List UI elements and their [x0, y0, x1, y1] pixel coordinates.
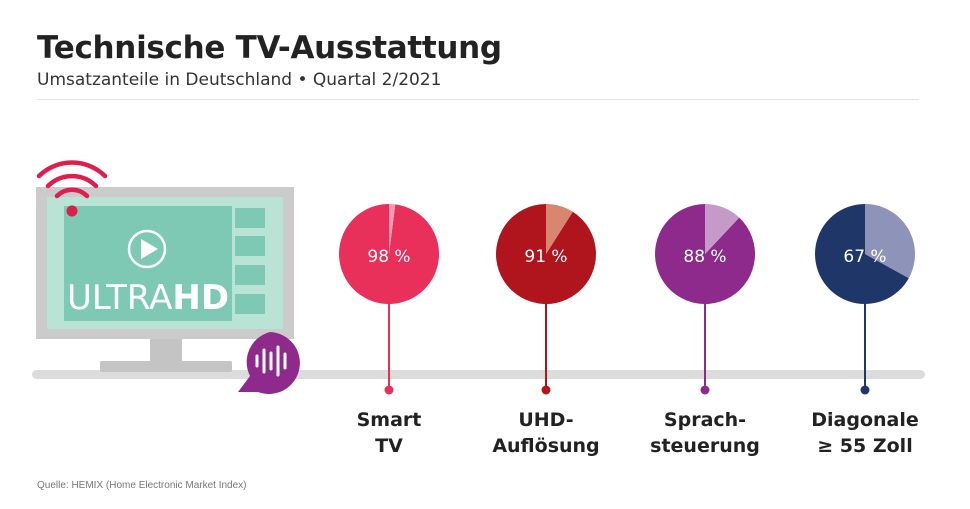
pie-slice-value [814, 204, 909, 304]
pie-stem-dot [700, 385, 710, 395]
pie-stem-dot [384, 385, 394, 395]
chart-subtitle: Umsatzanteile in Deutschland • Quartal 2… [37, 70, 442, 90]
voice-bubble-icon [238, 332, 300, 394]
divider [37, 99, 919, 100]
pie-stem-dot [541, 385, 551, 395]
wifi-icon [36, 160, 108, 217]
chart-title: Technische TV-Ausstattung [37, 30, 502, 66]
category-label: UHD- Auflösung [492, 409, 600, 457]
pie-value-label: 91 % [524, 247, 567, 267]
pie-value-label: 88 % [683, 247, 726, 267]
pie-value-label: 67 % [843, 247, 886, 267]
source-note: Quelle: HEMIX (Home Electronic Market In… [37, 480, 247, 491]
pie-slice-rest [389, 204, 396, 254]
play-icon [127, 229, 167, 269]
pie-slice-rest [705, 204, 740, 254]
category-label: Sprach-steuerung [650, 409, 760, 457]
screen-text-bold: HD [172, 278, 229, 318]
category-label: Diagonale ≥ 55 Zoll [811, 409, 919, 457]
pie-slice-rest [865, 204, 915, 279]
category-label: Smart TV [356, 409, 422, 457]
tv-icon [36, 187, 294, 372]
pie-group: 98 % 91 % 88 % 67 % [338, 204, 915, 395]
pie-slice-value [338, 204, 439, 304]
screen-text-light: ULTRA [67, 278, 172, 318]
pie-value-label: 98 % [367, 247, 410, 267]
pie-slice-value [495, 204, 596, 304]
pie-slice-rest [546, 204, 573, 254]
pie-stem-dot [860, 385, 870, 395]
tv-screen-text: ULTRAHD [67, 278, 229, 318]
